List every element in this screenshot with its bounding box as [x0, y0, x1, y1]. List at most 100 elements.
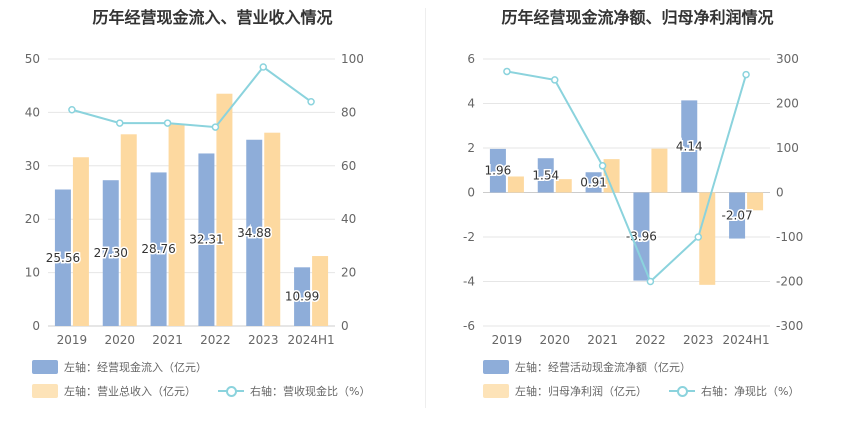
legend-item[interactable]: 右轴：营收现金比（%） — [218, 383, 370, 399]
right-axis-tick-label: 60 — [341, 159, 356, 173]
right-axis-tick-label: 100 — [341, 52, 364, 66]
data-label: 10.99 — [285, 290, 319, 304]
legend-label: 左轴：经营现金流入（亿元） — [64, 361, 207, 374]
x-axis-tick-label: 2022 — [200, 333, 231, 347]
data-label: 34.88 — [237, 226, 271, 240]
line-point — [646, 277, 655, 286]
line-point — [694, 233, 702, 241]
legend-label: 右轴：净现比（%） — [701, 385, 800, 398]
right-axis-tick-label: 0 — [341, 319, 349, 333]
bar — [489, 148, 506, 193]
left-axis-tick-label: 2 — [467, 141, 475, 155]
bar — [312, 256, 329, 326]
right-axis-tick-label: -100 — [776, 230, 803, 244]
bar — [603, 159, 620, 193]
chart-title: 历年经营现金流入、营业收入情况 — [92, 8, 333, 27]
right-axis-tick-label: 40 — [341, 212, 356, 226]
line-point — [598, 162, 607, 170]
chart-title: 历年经营现金流净额、归母净利润情况 — [501, 8, 774, 27]
legend-label: 左轴：归母净利润（亿元） — [515, 385, 647, 398]
chart-panel-net-cash: 历年经营现金流净额、归母净利润情况 -6 -4 -2 0 2 4 6 -300 -200 -100… — [425, 0, 850, 437]
line-point — [116, 119, 124, 127]
bar — [120, 134, 137, 326]
data-label: 27.30 — [94, 246, 128, 260]
legend-item[interactable]: 右轴：净现比（%） — [669, 383, 799, 399]
bar — [168, 124, 185, 326]
bar — [747, 192, 764, 211]
chart-plot: -6 -4 -2 0 2 4 6 -300 -200 -100 0 100 200 300 2019 1.96… — [463, 52, 803, 347]
x-axis-tick-label: 2023 — [248, 333, 279, 347]
x-axis-tick-label: 2020 — [539, 333, 570, 347]
left-axis-tick-label: 30 — [25, 159, 40, 173]
bar — [585, 172, 602, 193]
x-axis-tick-label: 2021 — [152, 333, 183, 347]
legend-item[interactable]: 左轴：归母净利润（亿元） — [483, 383, 647, 399]
right-axis-tick-label: 100 — [776, 141, 799, 155]
bar — [537, 158, 554, 193]
line-point — [259, 63, 267, 71]
chart-plot: 0 10 20 30 40 50 0 20 40 60 80 100 2019 25.56 2020 27.3… — [25, 52, 364, 347]
right-axis-tick-label: -300 — [776, 319, 803, 333]
x-axis-tick-label: 2024H1 — [287, 333, 334, 347]
bar — [294, 267, 311, 326]
line-point — [503, 67, 511, 76]
line-point — [68, 105, 76, 114]
right-axis-tick-label: -200 — [776, 275, 803, 289]
bar — [216, 93, 233, 327]
line-point — [551, 76, 559, 84]
legend-swatch — [483, 384, 509, 398]
left-axis-tick-label: 0 — [467, 186, 475, 200]
data-label: 0.91 — [580, 175, 607, 189]
bar — [729, 192, 746, 239]
right-axis-tick-label: 0 — [776, 186, 784, 200]
chart-panel-cash-inflow: 历年经营现金流入、营业收入情况 0 10 20 30 40 50 0 20 40 60 80 100 2… — [25, 8, 370, 399]
right-axis-tick-label: 300 — [776, 52, 799, 66]
left-axis-tick-label: -4 — [463, 275, 475, 289]
bar — [507, 176, 524, 193]
data-label: 28.76 — [141, 242, 175, 256]
line-series — [506, 70, 748, 284]
right-axis-tick-label: 20 — [341, 266, 356, 280]
left-axis-tick-label: 10 — [25, 266, 40, 280]
bar — [555, 179, 572, 193]
legend-item[interactable]: 左轴：经营活动现金流净额（亿元） — [483, 359, 691, 375]
data-label: 4.14 — [676, 139, 703, 153]
line-series — [71, 65, 312, 129]
bar — [72, 157, 89, 326]
left-axis-tick-label: 40 — [25, 105, 40, 119]
legend-label: 左轴：营业总收入（亿元） — [64, 385, 196, 398]
bar — [54, 189, 71, 326]
x-axis-tick-label: 2020 — [104, 333, 135, 347]
data-label: 1.54 — [532, 168, 559, 182]
legend-item[interactable]: 左轴：经营现金流入（亿元） — [32, 359, 207, 375]
panel-divider — [425, 8, 426, 408]
legend-swatch — [483, 360, 509, 374]
data-label: 32.31 — [189, 233, 223, 247]
bar — [699, 192, 716, 285]
left-axis-tick-label: -6 — [463, 319, 475, 333]
left-axis-tick-label: 20 — [25, 212, 40, 226]
legend-item[interactable]: 左轴：营业总收入（亿元） — [32, 383, 196, 399]
legend-label: 左轴：经营活动现金流净额（亿元） — [515, 361, 691, 374]
data-label: 25.56 — [46, 251, 80, 265]
left-axis-tick-label: 6 — [467, 52, 475, 66]
bar — [198, 153, 215, 326]
x-axis-tick-label: 2024H1 — [722, 333, 769, 347]
right-axis-tick-label: 200 — [776, 97, 799, 111]
x-axis-tick-label: 2023 — [683, 333, 714, 347]
right-axis-tick-label: 80 — [341, 105, 356, 119]
left-axis-tick-label: 0 — [32, 319, 40, 333]
line-point — [163, 119, 172, 127]
legend-line-icon — [669, 384, 695, 398]
x-axis-tick-label: 2019 — [57, 333, 88, 347]
bar — [246, 139, 263, 326]
data-label: 1.96 — [485, 164, 512, 178]
x-axis-tick-label: 2019 — [492, 333, 523, 347]
bar — [681, 100, 698, 193]
bar — [633, 192, 650, 281]
left-axis-tick-label: -2 — [463, 230, 475, 244]
legend-label: 右轴：营收现金比（%） — [250, 385, 371, 398]
left-axis-tick-label: 4 — [467, 97, 475, 111]
data-label: -2.07 — [722, 209, 753, 223]
bar — [264, 132, 281, 326]
